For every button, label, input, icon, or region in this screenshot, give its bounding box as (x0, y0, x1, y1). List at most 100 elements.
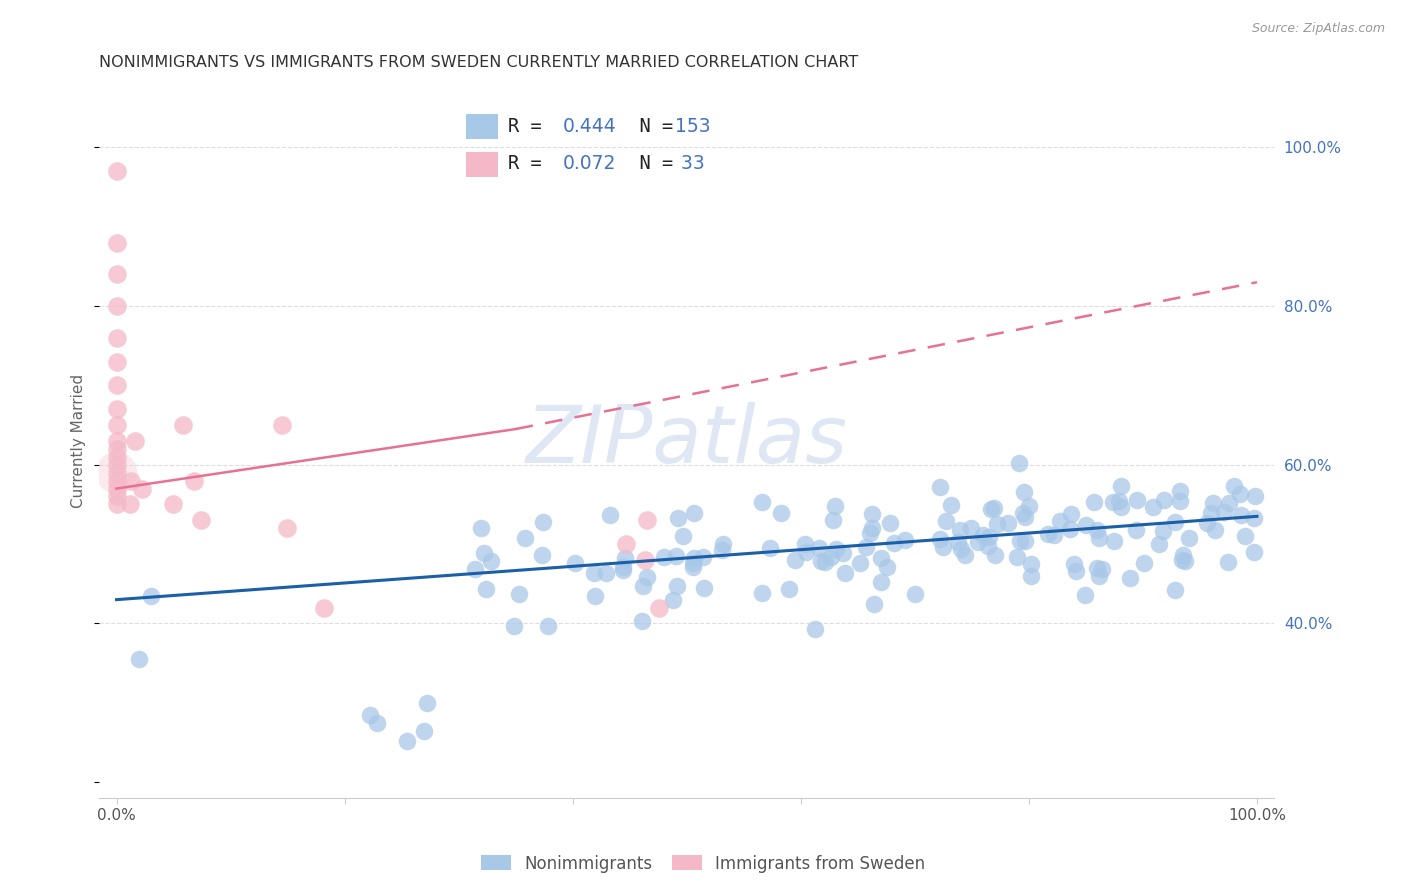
Point (105, 299, 128, 313)
Point (634, 553, 657, 567)
Point (894, 533, 917, 547)
Point (105, 267, 128, 281)
Point (794, 537, 817, 551)
Point (131, 482, 153, 496)
Point (1111, 500, 1133, 515)
Point (869, 575, 891, 590)
Point (939, 499, 962, 513)
Point (986, 516, 1008, 531)
Point (1152, 524, 1174, 538)
Point (960, 521, 983, 535)
Point (1177, 531, 1199, 545)
Y-axis label: Currently Married: Currently Married (72, 374, 86, 508)
Point (464, 562, 486, 576)
Point (1019, 568, 1042, 582)
Point (904, 587, 927, 601)
Point (977, 530, 1000, 544)
Point (931, 540, 953, 554)
Point (1008, 533, 1031, 548)
Point (1014, 484, 1036, 499)
Text: ZIPatlas: ZIPatlas (526, 402, 848, 480)
Point (693, 581, 716, 595)
Point (967, 535, 990, 549)
Point (105, 490, 128, 504)
Point (1059, 522, 1081, 536)
Point (1085, 561, 1108, 575)
Point (648, 600, 671, 615)
Point (139, 589, 162, 603)
Point (832, 546, 855, 560)
Point (711, 542, 734, 557)
Point (929, 532, 952, 546)
Point (470, 520, 492, 534)
Point (997, 516, 1019, 530)
Point (614, 537, 637, 551)
Point (1216, 555, 1239, 569)
Point (711, 537, 734, 551)
Point (820, 550, 842, 565)
Point (794, 544, 817, 558)
Point (778, 582, 800, 596)
Point (1074, 588, 1097, 602)
Point (183, 474, 205, 488)
Point (1164, 516, 1187, 530)
Point (1019, 557, 1042, 571)
Text: Source: ZipAtlas.com: Source: ZipAtlas.com (1251, 22, 1385, 36)
Point (953, 549, 976, 563)
Point (859, 526, 882, 541)
Point (949, 542, 972, 557)
Point (415, 696, 437, 710)
Point (810, 554, 832, 568)
Point (105, 458, 128, 472)
Point (614, 550, 637, 565)
Point (1223, 479, 1246, 493)
Point (162, 497, 184, 511)
Point (599, 508, 621, 522)
Point (118, 497, 141, 511)
Point (583, 566, 606, 581)
Point (1109, 479, 1132, 493)
Point (105, 235, 128, 250)
Point (769, 506, 792, 520)
Point (929, 480, 952, 494)
Point (682, 551, 704, 566)
Point (1243, 510, 1265, 524)
Point (682, 560, 704, 574)
Point (271, 418, 294, 433)
Point (1213, 505, 1236, 519)
Point (475, 582, 498, 596)
Point (128, 652, 150, 666)
Point (1218, 495, 1240, 509)
Point (105, 402, 128, 417)
Point (1174, 553, 1197, 567)
Point (935, 514, 957, 528)
Point (105, 378, 128, 392)
Point (692, 549, 714, 564)
Point (636, 570, 658, 584)
Point (665, 579, 688, 593)
Point (1125, 523, 1147, 537)
Point (1083, 495, 1105, 509)
Point (1199, 506, 1222, 520)
Point (312, 600, 335, 615)
Point (1008, 456, 1031, 470)
Point (1173, 548, 1195, 562)
Point (105, 434, 128, 448)
Point (1036, 527, 1059, 541)
Point (1229, 508, 1251, 522)
Point (665, 549, 688, 563)
Point (849, 556, 872, 570)
Point (1147, 537, 1170, 551)
Point (879, 516, 901, 530)
Point (1066, 565, 1088, 579)
Point (1088, 569, 1111, 583)
Point (672, 529, 695, 543)
Point (105, 164, 128, 178)
Point (984, 548, 1007, 562)
Point (564, 557, 586, 571)
Point (804, 622, 827, 636)
Point (824, 499, 846, 513)
Point (860, 507, 883, 521)
Point (537, 618, 560, 632)
Point (751, 495, 773, 509)
